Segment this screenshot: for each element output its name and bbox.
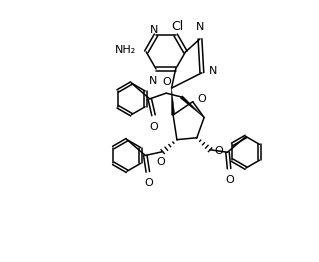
Text: N: N bbox=[149, 76, 157, 86]
Text: NH₂: NH₂ bbox=[115, 45, 136, 55]
Text: O: O bbox=[157, 157, 166, 167]
Text: O: O bbox=[162, 78, 171, 88]
Text: N: N bbox=[150, 25, 159, 35]
Text: O: O bbox=[144, 178, 153, 188]
Text: O: O bbox=[215, 146, 224, 156]
Text: O: O bbox=[150, 122, 159, 132]
Text: Cl: Cl bbox=[171, 20, 183, 33]
Text: N: N bbox=[196, 22, 204, 32]
Text: N: N bbox=[209, 66, 217, 76]
Polygon shape bbox=[180, 96, 204, 118]
Text: O: O bbox=[198, 94, 206, 104]
Polygon shape bbox=[172, 88, 175, 115]
Text: O: O bbox=[225, 175, 234, 185]
